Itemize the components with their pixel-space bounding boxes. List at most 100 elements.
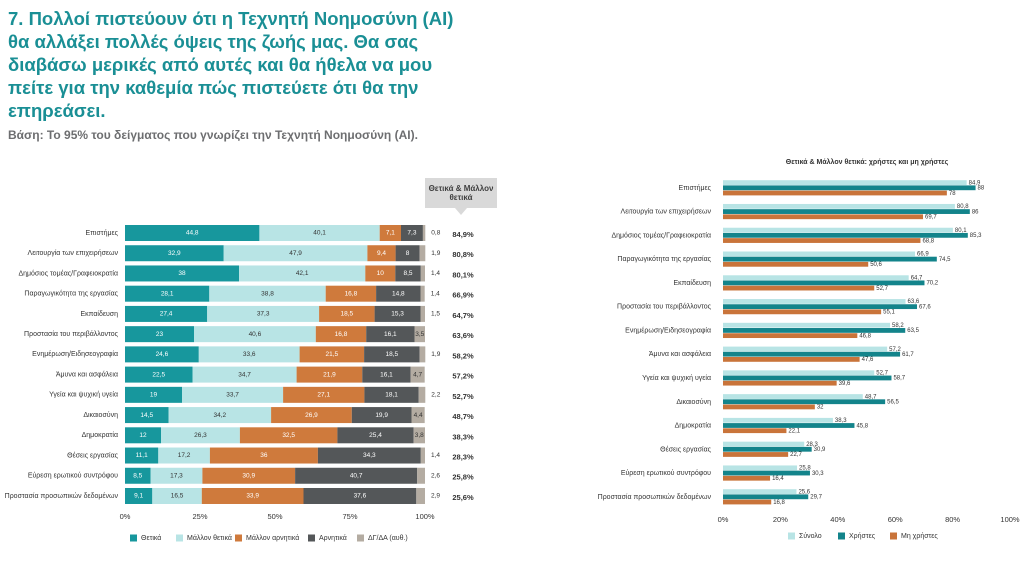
category-label: Εύρεση ερωτικού συντρόφου: [621, 469, 711, 477]
value-label: 86: [972, 209, 979, 215]
bar-segment: [362, 366, 411, 383]
value-label: 21,9: [323, 371, 336, 378]
bar: [723, 428, 787, 434]
bar: [723, 232, 968, 238]
bar: [723, 465, 798, 471]
value-label: 85,3: [970, 233, 982, 239]
value-label: 32: [817, 405, 824, 411]
bar: [723, 275, 909, 281]
bar: [723, 261, 869, 267]
x-tick-label: 25%: [192, 512, 207, 521]
totals-header: Θετικά & Μάλλον θετικά: [425, 178, 497, 215]
bar-segment: [125, 427, 161, 444]
category-label: Θέσεις εργασίας: [660, 445, 711, 453]
value-label: 25,4: [369, 432, 382, 439]
bar: [723, 470, 810, 476]
value-label: 16,5: [171, 493, 184, 500]
value-label: 17,3: [170, 472, 183, 479]
total-label: 63,6%: [452, 331, 474, 340]
value-label: 46,8: [859, 333, 871, 339]
value-label: 30,3: [812, 471, 824, 477]
x-tick-label: 75%: [342, 512, 357, 521]
bar-segment: [401, 225, 423, 241]
value-label: 28,3: [806, 442, 818, 448]
category-label: Προστασία προσωπικών δεδομένων: [598, 493, 712, 501]
value-label: 34,3: [363, 452, 376, 459]
value-label: 21,5: [326, 351, 339, 358]
value-label: 2,6: [431, 472, 440, 479]
value-label: 29,7: [810, 495, 822, 501]
bar-segment: [125, 487, 153, 504]
value-label: 10: [377, 270, 385, 277]
value-label: 74,5: [939, 257, 951, 263]
bar-segment: [420, 265, 425, 282]
bar-segment: [317, 447, 421, 464]
bar-segment: [125, 265, 239, 282]
category-label: Δημόσιος τομέας/Γραφειοκρατία: [18, 269, 118, 277]
value-label: 39,6: [839, 381, 851, 387]
bar: [723, 309, 882, 315]
value-label: 14,8: [392, 290, 405, 297]
bar-segment: [152, 487, 202, 504]
value-label: 14,5: [140, 412, 153, 419]
category-label: Δημοκρατία: [82, 431, 118, 439]
bar-segment: [239, 427, 338, 444]
bar: [723, 423, 855, 428]
total-label: 66,9%: [452, 291, 474, 300]
bar-segment: [395, 245, 420, 262]
value-label: 69,7: [925, 215, 937, 221]
value-label: 58,7: [893, 376, 905, 382]
value-label: 40,6: [249, 331, 262, 338]
value-label: 30,9: [814, 447, 826, 453]
x-tick-label: 100%: [1000, 515, 1020, 524]
value-label: 19,9: [375, 412, 388, 419]
bar: [723, 214, 924, 220]
value-label: 36: [260, 452, 268, 459]
category-label: Υγεία και ψυχική υγεία: [49, 391, 118, 399]
bar-segment: [419, 245, 426, 262]
category-label: Δημόσιος τομέας/Γραφειοκρατία: [611, 231, 711, 239]
bar: [723, 190, 947, 196]
legend-swatch: [357, 534, 364, 542]
value-label: 16,4: [772, 476, 784, 482]
bar-segment: [364, 386, 419, 403]
value-label: 1,4: [431, 452, 440, 459]
category-label: Άμυνα και ασφάλεια: [649, 350, 711, 358]
bar-segment: [209, 285, 326, 302]
bar-segment: [417, 467, 425, 484]
bar: [723, 417, 833, 423]
value-label: 1,5: [431, 311, 440, 318]
value-label: 88: [978, 186, 985, 192]
x-tick-label: 100%: [415, 512, 435, 521]
value-label: 78: [949, 191, 956, 197]
legend-swatch: [235, 534, 242, 542]
value-label: 24,6: [156, 351, 169, 358]
bar-segment: [365, 265, 396, 282]
category-label: Θέσεις εργασίας: [67, 451, 118, 459]
bar-segment: [422, 225, 426, 241]
legend-swatch: [130, 534, 137, 542]
bar-segment: [420, 447, 425, 464]
total-label: 80,1%: [452, 270, 474, 279]
value-label: 18,5: [386, 351, 399, 358]
category-label: Παραγωγικότητα της εργασίας: [24, 290, 118, 298]
bar-segment: [209, 447, 318, 464]
total-label: 80,8%: [452, 250, 474, 259]
total-label: 25,8%: [452, 473, 474, 482]
bar-segment: [125, 305, 208, 322]
bar-segment: [303, 487, 417, 504]
category-label: Επιστήμες: [85, 230, 118, 237]
value-label: 16,1: [384, 331, 397, 338]
bar-segment: [158, 447, 210, 464]
bar-segment: [337, 427, 414, 444]
value-label: 7,1: [386, 230, 395, 237]
bar: [723, 399, 886, 405]
value-label: 1,9: [431, 250, 440, 257]
bar-segment: [411, 407, 425, 424]
category-label: Παραγωγικότητα της εργασίας: [617, 255, 711, 263]
bar-segment: [418, 386, 426, 403]
value-label: 33,9: [246, 493, 259, 500]
bar-segment: [125, 225, 260, 241]
value-label: 15,3: [391, 311, 404, 318]
value-label: 67,6: [919, 304, 931, 310]
